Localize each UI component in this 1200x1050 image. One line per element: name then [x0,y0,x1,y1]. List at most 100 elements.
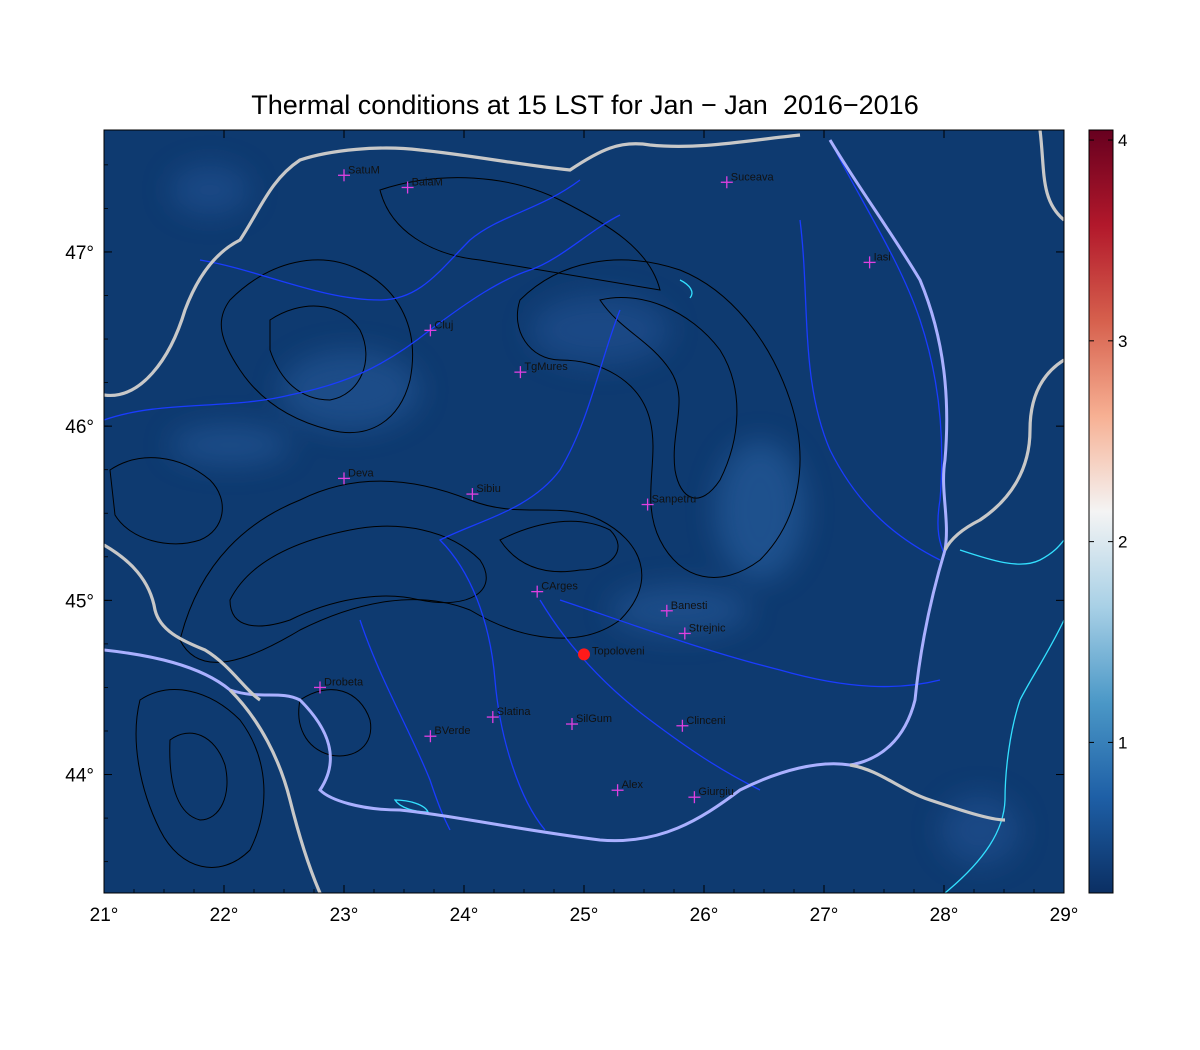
station-label: SilGum [576,713,612,725]
map-background [104,130,1064,893]
contour-line [169,732,228,821]
station-label: Alex [622,779,644,791]
map-panel: SatuM BaiaM Suceava Iasi Cluj TgMures Deva Sibi… [65,129,1079,926]
river-somes [199,179,581,301]
colorbar-tick-label: 3 [1118,332,1127,351]
x-tick-label: 25° [570,905,599,926]
x-tick-label: 28° [930,905,959,926]
station-label: Drobeta [324,676,364,688]
station-label: Iasi [874,251,891,263]
field-highlights [170,165,1020,865]
station-marker: SatuM [338,164,380,182]
colorbar-tick-label: 4 [1118,131,1127,150]
warm-patch [940,795,1020,865]
x-tick-label: 22° [210,905,239,926]
contour-line [516,259,801,578]
warm-patch [280,350,420,430]
country-borders [104,130,1064,893]
station-marker: Slatina [486,706,532,724]
station-label: Deva [348,467,375,479]
colorbar-ticks: 1 2 3 4 [1089,131,1127,752]
station-label: CArges [541,581,578,593]
station-marker: Deva [338,467,375,485]
lake [393,799,429,813]
colorbar-tick-label: 1 [1118,733,1127,752]
rivers [104,139,946,831]
station-marker: Giurgiu [688,786,734,804]
danube-river [104,139,949,843]
contour-line [109,457,223,545]
station-marker: BaiaM [401,176,443,194]
x-tick-label: 24° [450,905,479,926]
border-bulgaria [849,763,1006,822]
station-marker: SilGum [566,713,612,731]
y-axis: 44° 45° 46° 47° [65,164,1064,863]
map-title: Thermal conditions at 15 LST for Jan − J… [251,90,919,120]
y-tick-label: 45° [65,591,94,612]
river-mures [104,214,621,421]
station-label: Banesti [671,600,708,612]
contour-line [220,259,414,434]
highlight-station-label: Topoloveni [592,645,645,657]
river-ialomita [559,599,941,688]
contour-line [599,296,738,499]
x-tick-label: 27° [810,905,839,926]
x-tick-label: 29° [1050,905,1079,926]
border-east [943,358,1064,551]
border-west [104,543,261,702]
river-arges [539,599,761,791]
danube-border [104,139,949,843]
contour-line [298,689,372,757]
station-label: Slatina [497,706,532,718]
station-label: Strejnic [689,622,726,634]
station-label: Sanpetru [652,494,697,506]
station-marker: Strejnic [678,622,726,640]
station-marker: Banesti [660,600,708,617]
station-label: Sibiu [476,483,500,495]
station-marker: Alex [611,779,644,797]
station-marker: TgMures [514,361,568,379]
highlight-station-layer: Topoloveni [578,645,645,661]
station-marker: Sibiu [466,483,501,501]
station-marker: Cluj [424,319,453,337]
station-marker: Sanpetru [641,494,697,511]
x-tick-label: 23° [330,905,359,926]
colorbar-scale [1088,129,1114,894]
station-label: Clinceni [686,715,725,727]
station-label: Giurgiu [698,786,733,798]
river-olt [438,309,621,831]
station-label: BVerde [434,725,470,737]
station-marker: Clinceni [676,715,726,732]
warm-patch [170,425,290,465]
station-marker: BVerde [424,725,470,743]
contour-line [135,689,265,868]
warm-patch [170,165,250,215]
highlight-station-dot [578,648,590,661]
coastline [393,279,1064,893]
warm-patch [715,440,805,580]
stations-layer: SatuM BaiaM Suceava Iasi Cluj TgMures Deva Sibi… [314,164,891,804]
contour-line [229,525,487,627]
border-north [104,133,801,397]
lake [679,279,693,299]
border-serbia-south [228,688,322,893]
river-prut [829,139,946,556]
danube-delta [959,539,1064,565]
station-marker: Drobeta [314,676,364,694]
station-label: BaiaM [412,176,443,188]
y-tick-label: 47° [65,243,94,264]
station-label: SatuM [348,164,380,176]
warm-patch [610,585,750,635]
contour-line [269,305,367,401]
station-marker: Iasi [863,251,891,269]
contour-line [179,480,643,663]
station-label: Cluj [434,319,453,331]
x-tick-label: 26° [690,905,719,926]
colorbar: 1 2 3 4 [1088,129,1127,894]
border-ukraine-ne [1038,130,1064,222]
station-label: TgMures [524,361,568,373]
station-marker: CArges [531,581,578,598]
x-axis: 21° 22° 23° 24° 25° 26° 27° 28° 29° [90,130,1079,926]
black-sea-coast [944,619,1064,893]
